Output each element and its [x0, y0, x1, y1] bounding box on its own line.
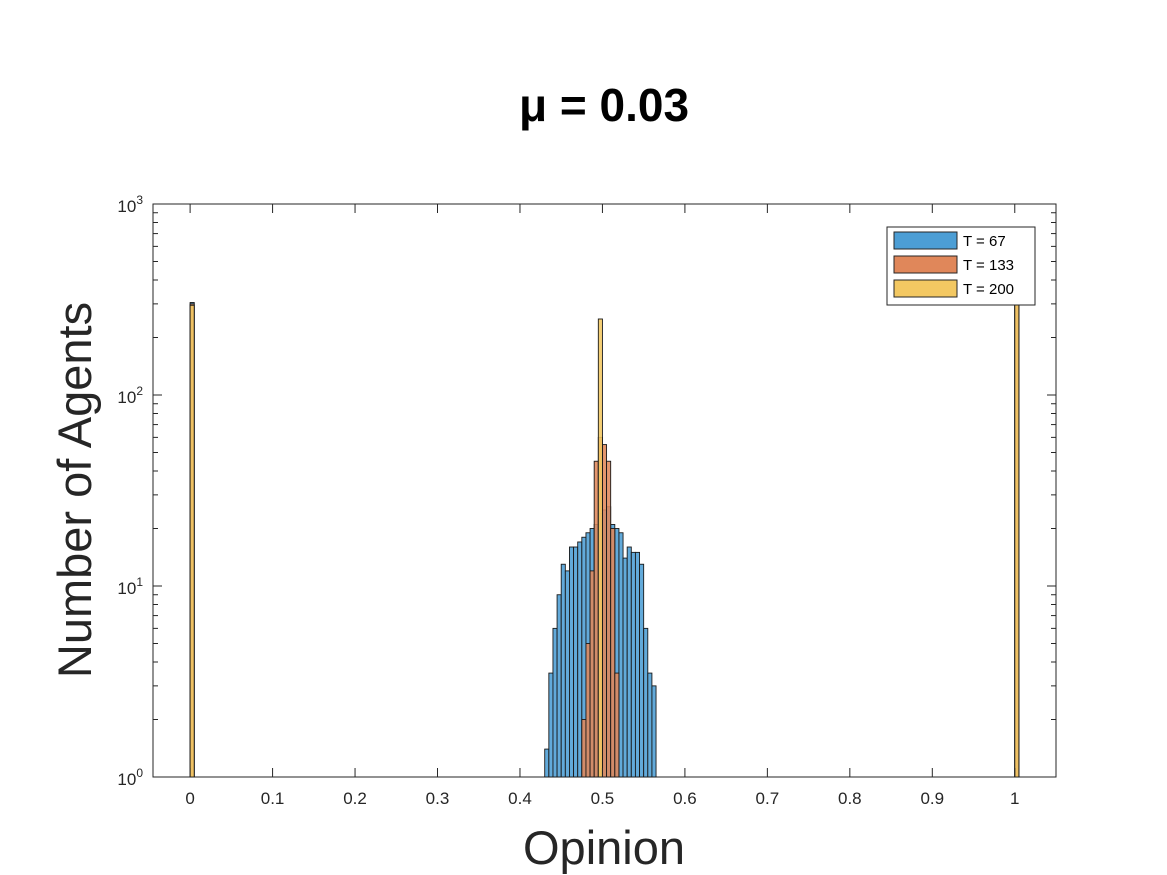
x-tick-label: 0.3: [426, 789, 450, 808]
x-tick-label: 0.9: [920, 789, 944, 808]
bar: [564, 570, 570, 778]
bar: [544, 748, 550, 778]
bar: [189, 304, 195, 778]
bar: [585, 643, 591, 778]
y-tick-label: 100: [117, 766, 143, 789]
y-axis-label: Number of Agents: [48, 302, 101, 678]
bars-layer: [189, 293, 1020, 778]
legend-swatch-t200: [893, 279, 958, 298]
legend-label-t133: T = 133: [963, 257, 1014, 274]
bar: [622, 557, 628, 778]
bar: [601, 444, 608, 778]
bar: [560, 563, 566, 778]
bar: [556, 594, 562, 778]
bar: [614, 672, 620, 778]
legend-swatch-t133: [893, 255, 958, 274]
bar: [589, 570, 595, 778]
bar: [606, 460, 612, 778]
y-tick-label: 101: [117, 575, 143, 598]
bar: [581, 719, 587, 778]
legend-label-t67: T = 67: [963, 233, 1006, 250]
series-3-bars: [189, 295, 1020, 778]
bar: [597, 318, 603, 778]
x-tick-label: 0.2: [343, 789, 367, 808]
x-tick-label: 0.6: [673, 789, 697, 808]
x-tick-label: 0.5: [591, 789, 615, 808]
x-axis-label: Opinion: [523, 821, 685, 874]
bar: [569, 546, 575, 778]
bar: [573, 546, 579, 778]
bar: [593, 460, 599, 778]
y-tick-label: 102: [117, 384, 143, 407]
legend-label-t200: T = 200: [963, 281, 1014, 298]
x-tick-label: 0: [185, 789, 194, 808]
y-tick-label: 103: [117, 193, 143, 216]
bar: [639, 563, 645, 778]
legend: T = 67 T = 133 T = 200: [886, 226, 1036, 306]
bar: [577, 541, 583, 778]
bar: [651, 685, 657, 778]
bar: [552, 627, 558, 778]
bar: [548, 672, 554, 778]
bar: [643, 627, 649, 778]
x-tick-label: 0.1: [261, 789, 285, 808]
bar: [647, 672, 653, 778]
x-tick-label: 0.7: [756, 789, 780, 808]
x-tick-label: 1: [1010, 789, 1019, 808]
bar: [630, 551, 636, 778]
bar: [1014, 295, 1020, 778]
x-tick-label: 0.4: [508, 789, 532, 808]
bar: [610, 528, 616, 778]
x-tick-label: 0.8: [838, 789, 862, 808]
chart-title: μ = 0.03: [519, 79, 689, 131]
bar: [618, 532, 624, 778]
bar: [626, 546, 632, 778]
bar: [634, 551, 640, 778]
legend-swatch-t67: [893, 231, 958, 250]
